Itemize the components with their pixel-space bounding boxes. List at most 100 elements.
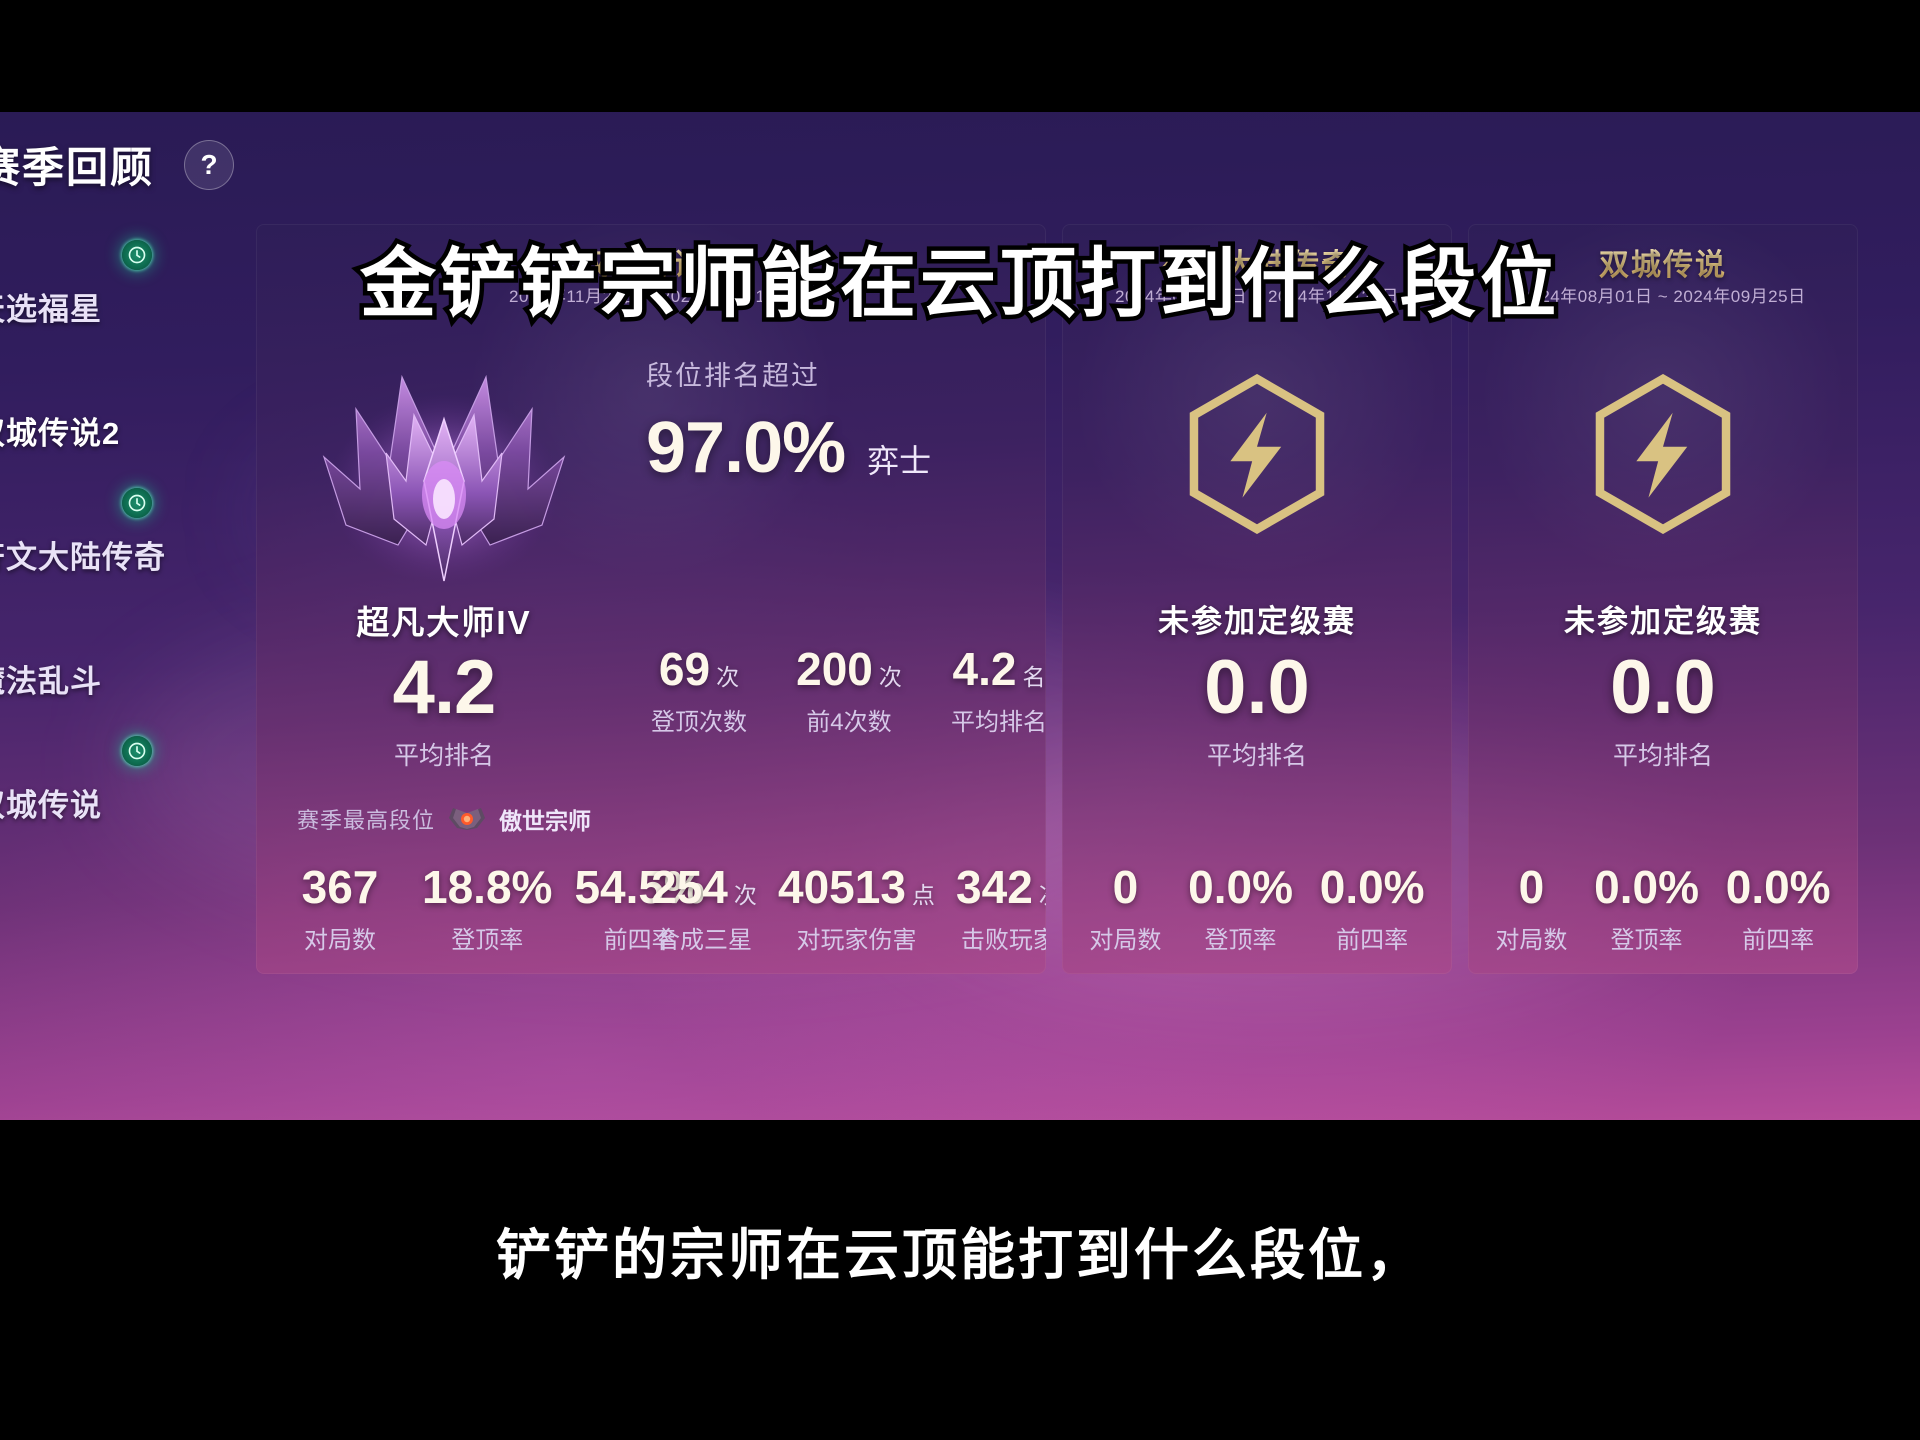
stat-value: 0.0% [1319,861,1425,913]
season-card-primary[interactable]: 双城传说2 2024年11月20日 ~ 2025年01月10日 [256,224,1046,974]
letterbox-top [0,0,1920,112]
stat-cell: 0.0% 前四率 [1726,860,1831,955]
sidebar-item-label: 符文大陆传奇 [0,540,166,575]
season-list: 天选福星 双城传说2 符文大陆传奇 魔法乱斗 [0,232,250,852]
stat-trio: 69 次 登顶次数 200 次 前4次数 4.2 名 平均排名 [644,642,1046,737]
hex-bolt-icon [1468,374,1858,534]
stat-value: 254 次 [651,861,757,913]
stat-trio: 0 对局数 0.0% 登顶率 0.0% 前四率 [1062,860,1452,955]
status-text: 未参加定级赛 [1158,604,1356,639]
stat-value: 0 [1112,861,1139,913]
stat-caption: 平均排名 [951,709,1046,736]
hex-bolt-icon [1062,374,1452,534]
stat-value: 18.8% [422,861,553,913]
master-wings-emblem [294,344,594,604]
clock-icon [122,488,152,518]
avg-rank-value: 0.0 [1610,645,1716,730]
sidebar: 赛季回顾 ? 天选福星 双城传说2 符文大陆传奇 [0,112,250,1120]
stat-caption: 合成三星 [656,927,752,954]
stat-caption: 前四率 [1742,927,1815,954]
challenger-wings-icon [447,806,487,832]
letterbox-bottom [0,1120,1920,1440]
sidebar-item-season-1[interactable]: 双城传说2 [0,356,250,480]
card-title: 符文大陆传奇 [1062,240,1452,284]
stat-value: 0.0% [1594,861,1699,913]
stat-value: 54.5% [574,861,705,913]
stat-cell: 0.0% 登顶率 [1594,860,1699,955]
card-subtitle: 2024年09月25日 ~ 2024年11月20日 [1115,287,1399,306]
sidebar-item-season-4[interactable]: 双城传说 [0,728,250,852]
page-title: 赛季回顾 [0,144,155,191]
percentile-label: 段位排名超过 [646,361,820,391]
avg-rank-caption: 平均排名 [393,742,494,770]
stat-cell: 4.2 名 平均排名 [944,642,1046,737]
stat-cell: 40513 点 对玩家伤害 [778,860,935,955]
card-subtitle: 2024年08月01日 ~ 2024年09月25日 [1520,287,1806,306]
stat-trio: 0 对局数 0.0% 登顶率 0.0% 前四率 [1468,860,1858,955]
stat-caption: 对局数 [1495,927,1568,954]
peak-rank-label: 赛季最高段位 [296,808,435,833]
stat-cell: 0 对局数 [1495,860,1567,955]
stat-value: 367 [301,861,379,913]
clock-icon [122,736,152,766]
stat-caption: 前四率 [603,927,676,954]
stat-value: 69 次 [658,643,740,695]
stat-cell: 0.0% 前四率 [1320,860,1425,955]
stat-value: 0.0% [1725,861,1831,913]
stat-caption: 登顶次数 [651,709,747,736]
video-headline-overlay: 金铲铲宗师能在云顶打到什么段位 [356,238,1561,332]
stat-caption: 登顶率 [1204,927,1277,954]
sidebar-header: 赛季回顾 ? [0,134,235,195]
avg-rank-caption: 平均排名 [1206,742,1307,770]
avg-rank-caption: 平均排名 [1612,742,1713,770]
stat-cell: 367 对局数 [280,860,400,955]
card-title: 双城传说2 [256,240,1046,284]
stat-caption: 前4次数 [806,709,892,736]
sidebar-item-label: 双城传说2 [0,416,121,451]
peak-rank-name: 傲世宗师 [499,808,591,834]
stat-value: 342次 [956,861,1046,913]
video-subtitle-caption: 铲铲的宗师在云顶能打到什么段位， [492,1221,1424,1290]
stat-caption: 击败玩家 [960,927,1046,954]
stat-value: 40513 点 [778,861,935,913]
stat-cell: 342次 击败玩家 [949,860,1046,955]
percentile-block: 段位排名超过 97.0% 弈士 [646,354,931,489]
season-card-tertiary[interactable]: 双城传说 2024年08月01日 ~ 2024年09月25日 未参加定级赛 0.… [1468,224,1858,974]
stat-caption: 前四率 [1336,927,1409,954]
sidebar-item-season-0[interactable]: 天选福星 [0,232,250,356]
rank-name: 超凡大师IV [356,604,532,641]
stat-quad-left: 367 对局数 18.8% 登顶率 54.5% 前四率 [280,860,705,955]
sidebar-item-season-2[interactable]: 符文大陆传奇 [0,480,250,604]
stat-cell: 200 次 前4次数 [794,642,904,737]
stat-cell: 254 次 合成三星 [644,860,764,955]
stat-cell: 54.5% 前四率 [574,860,704,955]
stat-cell: 18.8% 登顶率 [422,860,552,955]
stat-cell: 0 对局数 [1089,860,1161,955]
stat-caption: 对局数 [304,927,376,954]
status-text: 未参加定级赛 [1564,604,1762,639]
stat-caption: 对局数 [1089,927,1162,954]
stat-caption: 对玩家伤害 [796,927,917,954]
sidebar-item-season-3[interactable]: 魔法乱斗 [0,604,250,728]
stat-value: 4.2 名 [952,643,1046,695]
stat-cell: 0.0% 登顶率 [1188,860,1293,955]
stat-value: 0.0% [1188,861,1293,913]
percentile-tier: 弈士 [867,443,932,479]
avg-rank-value: 4.2 [392,645,497,730]
card-title: 双城传说 [1468,240,1858,284]
stat-value: 200 次 [796,643,902,695]
nyan-cat-sticker [0,1112,212,1120]
sidebar-item-label: 双城传说 [0,788,102,823]
clock-icon [122,240,152,270]
season-card-secondary[interactable]: 符文大陆传奇 2024年09月25日 ~ 2024年11月20日 未参加定级赛 … [1062,224,1452,974]
stat-cell: 69 次 登顶次数 [644,642,754,737]
percentile-value: 97.0% [646,408,846,488]
stat-value: 0 [1518,861,1545,913]
stat-caption: 登顶率 [451,927,524,954]
help-button[interactable]: ? [184,139,235,190]
card-subtitle: 2024年11月20日 ~ 2025年01月10日 [509,287,793,306]
sidebar-item-label: 魔法乱斗 [0,664,102,699]
sidebar-item-label: 天选福星 [0,292,102,327]
